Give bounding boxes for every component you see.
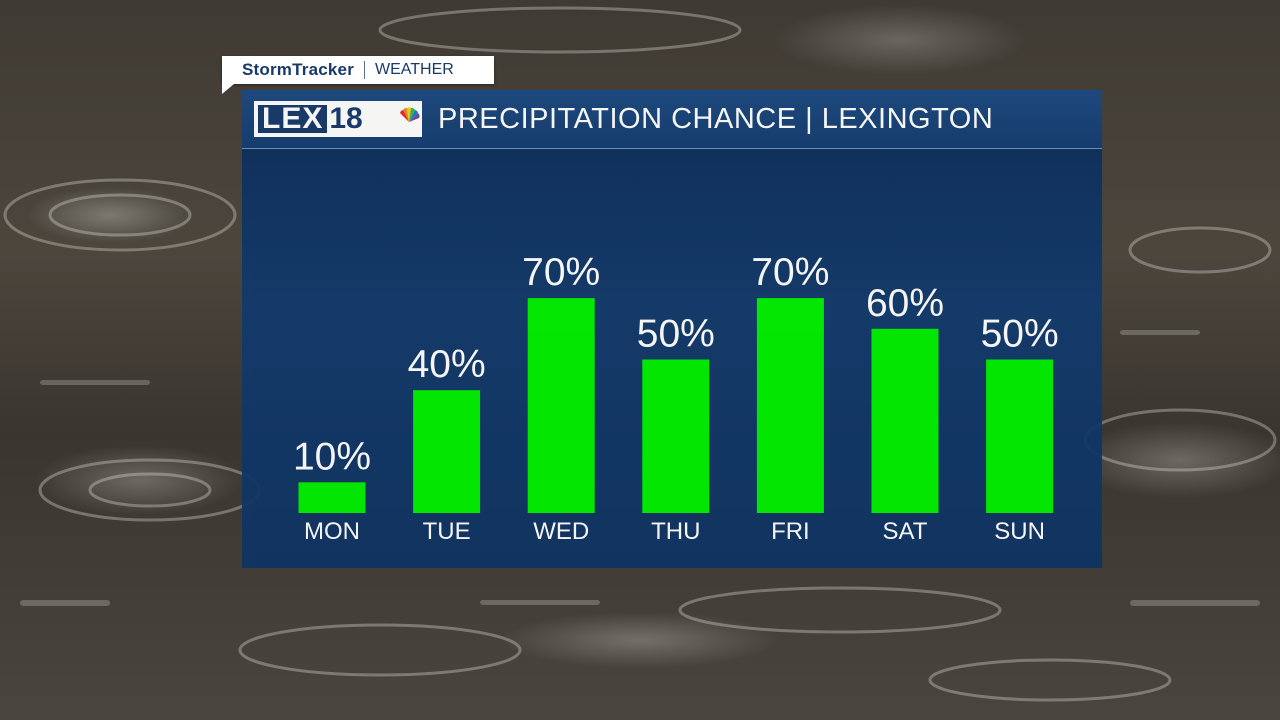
- bar-tue: [413, 390, 481, 513]
- precipitation-bar-chart: 10% MON 40% TUE 70% WED 50% THU 70% FRI 60% SAT 50% S…: [293, 251, 1059, 545]
- day-label-tue: TUE: [423, 518, 471, 545]
- bar-sat: [871, 328, 939, 513]
- forecast-panel: LEX 18 PRECIPITATION CHANCE | LEXINGTON …: [242, 90, 1102, 568]
- day-label-mon: MON: [304, 518, 360, 545]
- value-label-thu: 50%: [637, 313, 715, 356]
- value-label-tue: 40%: [408, 343, 486, 386]
- logo-lex-text: LEX: [258, 104, 328, 134]
- bar-sun: [986, 359, 1054, 513]
- value-label-mon: 10%: [293, 435, 371, 478]
- peacock-icon: [400, 107, 420, 122]
- bar-thu: [642, 359, 710, 513]
- chart-title: PRECIPITATION CHANCE | LEXINGTON: [438, 102, 994, 135]
- header-divider: [364, 61, 366, 79]
- logo-18-text: 18: [329, 102, 363, 135]
- day-label-wed: WED: [533, 518, 589, 545]
- value-label-sun: 50%: [981, 313, 1059, 356]
- bar-wed: [527, 298, 595, 513]
- lex18-logo: LEX 18: [254, 101, 422, 137]
- stormtracker-brand: StormTracker: [242, 60, 355, 79]
- day-label-sat: SAT: [883, 518, 928, 545]
- value-label-fri: 70%: [751, 251, 829, 294]
- bar-fri: [756, 298, 824, 513]
- value-label-wed: 70%: [522, 251, 600, 294]
- day-label-thu: THU: [651, 518, 700, 545]
- value-label-sat: 60%: [866, 282, 944, 325]
- bar-mon: [298, 482, 366, 513]
- weather-label: WEATHER: [375, 61, 454, 78]
- day-label-fri: FRI: [771, 518, 810, 545]
- title-bar: LEX 18 PRECIPITATION CHANCE | LEXINGTON: [242, 90, 1102, 149]
- day-label-sun: SUN: [994, 518, 1045, 545]
- stormtracker-weather-tab: StormTracker WEATHER: [222, 56, 494, 94]
